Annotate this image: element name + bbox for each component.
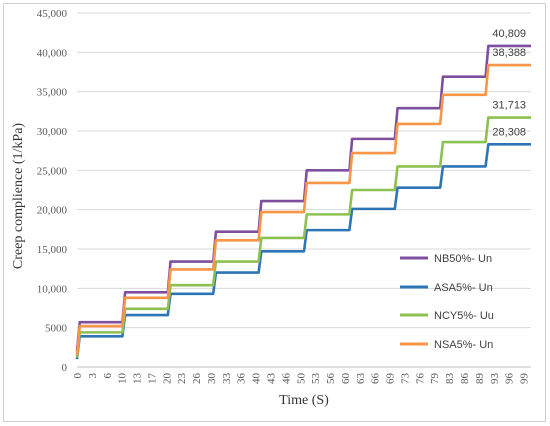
x-tick-label: 89: [474, 373, 486, 385]
gridlines: [77, 12, 531, 329]
y-tick-label: 10,000: [37, 283, 68, 295]
end-value-labels: 40,809 28,308 31,713 38,388: [492, 28, 526, 138]
legend: NB50%- Un ASA5%- Un NCY5%- Uu NSA5%- Un: [400, 253, 494, 351]
end-value-label: 28,308: [492, 126, 526, 138]
x-tick-label: 86: [459, 373, 471, 385]
x-tick-label: 50: [295, 373, 307, 385]
x-tick-label: 0: [72, 373, 84, 379]
legend-item: NSA5%- Un: [400, 339, 493, 351]
y-axis-title: Creep complience (1/kPa): [11, 123, 26, 270]
x-tick-label: 79: [429, 373, 441, 385]
x-tick-label: 26: [191, 373, 203, 385]
x-tick-label: 6: [102, 373, 114, 379]
x-tick-label: 96: [504, 373, 516, 385]
x-tick-label: 93: [489, 373, 501, 385]
legend-label: NCY5%- Uu: [434, 310, 494, 322]
x-tick-label: 73: [399, 373, 411, 385]
x-tick-label: 13: [132, 373, 144, 385]
x-tick-label: 3: [87, 373, 99, 379]
y-tick-label: 45,000: [37, 8, 68, 20]
legend-item: ASA5%- Un: [400, 282, 493, 294]
x-tick-label: 56: [325, 373, 337, 385]
x-tick-label: 53: [310, 373, 322, 385]
x-axis-title: Time (S): [279, 393, 329, 408]
y-tick-label: 5000: [45, 323, 68, 335]
legend-label: NSA5%- Un: [434, 339, 493, 351]
y-tick-label: 15,000: [37, 244, 68, 256]
legend-item: NCY5%- Uu: [400, 310, 494, 322]
x-tick-label: 40: [251, 373, 263, 385]
x-tick-label: 36: [236, 373, 248, 385]
x-tick-label: 23: [176, 373, 188, 385]
x-tick-label: 76: [414, 373, 426, 385]
x-tick-label: 43: [266, 373, 278, 385]
x-tick-label: 17: [146, 373, 158, 385]
x-axis-ticks: 0 3 6 10 13 17 20 23 26 30 33 36 40 43 46 50 53 56 60 63 66 6…: [72, 373, 531, 385]
legend-label: NB50%- Un: [434, 253, 492, 265]
x-tick-label: 46: [280, 373, 292, 385]
x-tick-label: 63: [355, 373, 367, 385]
y-tick-label: 0: [62, 362, 68, 374]
series-lines: [75, 44, 531, 360]
legend-label: ASA5%- Un: [434, 282, 493, 294]
x-tick-label: 83: [444, 373, 456, 385]
x-tick-label: 66: [370, 373, 382, 385]
x-tick-label: 99: [519, 373, 531, 385]
x-tick-label: 10: [117, 373, 129, 385]
y-tick-label: 25,000: [37, 165, 68, 177]
x-tick-label: 69: [385, 373, 397, 385]
series-line: [75, 143, 531, 360]
y-tick-label: 35,000: [37, 87, 68, 99]
y-tick-label: 40,000: [37, 47, 68, 59]
y-tick-label: 20,000: [37, 205, 68, 217]
end-value-label: 40,809: [492, 28, 526, 40]
legend-item: NB50%- Un: [400, 253, 492, 265]
x-tick-label: 33: [221, 373, 233, 385]
series-line: [75, 63, 531, 356]
x-tick-label: 60: [340, 373, 352, 385]
x-tick-label: 30: [206, 373, 218, 385]
series-line: [75, 116, 531, 358]
end-value-label: 31,713: [492, 100, 526, 112]
y-axis-ticks: 0 5000 10,000 15,000 20,000 25,000 30,000 35,00…: [37, 8, 68, 374]
end-value-label: 38,388: [492, 47, 526, 59]
y-tick-label: 30,000: [37, 126, 68, 138]
x-tick-label: 20: [161, 373, 173, 385]
